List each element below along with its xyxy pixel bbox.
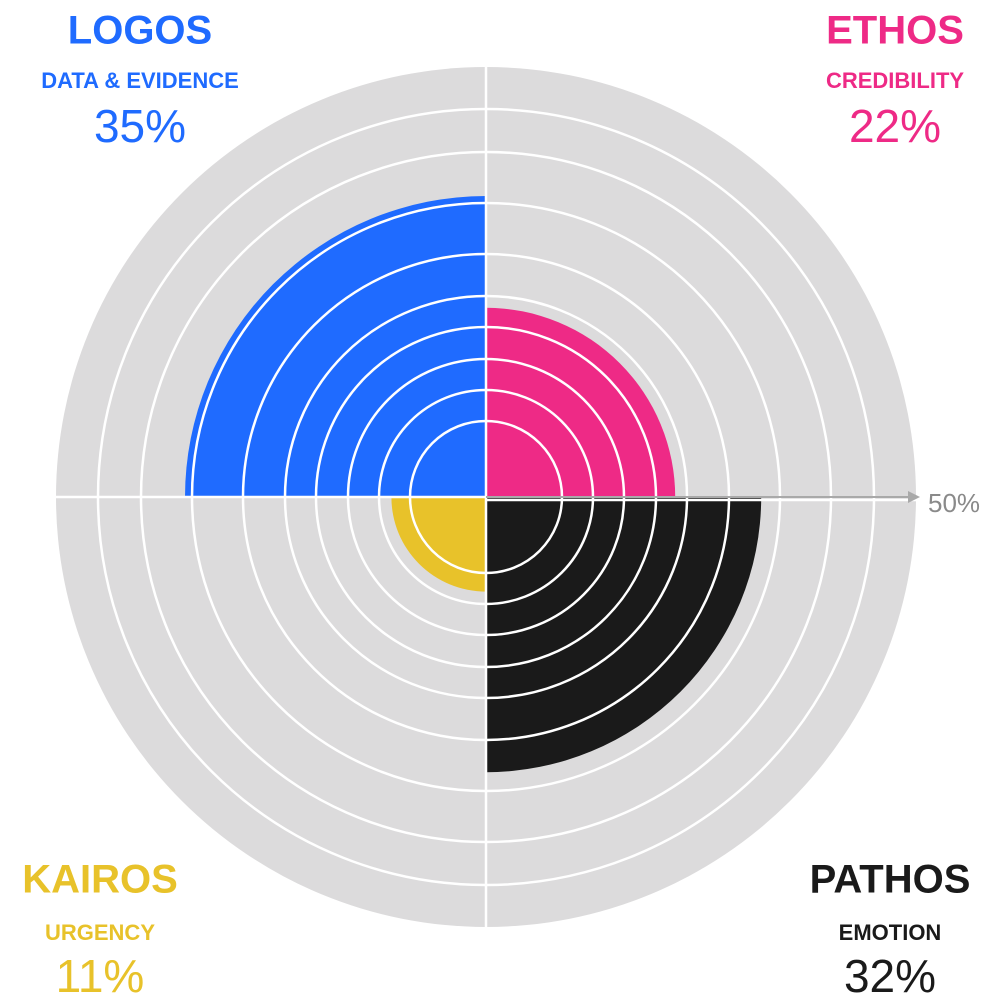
axis-arrow bbox=[908, 491, 920, 503]
category-subtitle: DATA & EVIDENCE bbox=[41, 68, 239, 93]
wedge bbox=[391, 497, 486, 592]
category-subtitle: CREDIBILITY bbox=[826, 68, 964, 93]
category-label: PATHOS bbox=[810, 858, 971, 902]
value-label: 22% bbox=[849, 100, 941, 152]
category-label: LOGOS bbox=[68, 9, 212, 53]
value-label: 35% bbox=[94, 100, 186, 152]
axis-label: 50% bbox=[928, 488, 980, 518]
category-label: KAIROS bbox=[22, 858, 178, 902]
value-label: 32% bbox=[844, 950, 936, 1002]
wedge bbox=[486, 307, 676, 497]
wedge bbox=[486, 497, 762, 773]
category-subtitle: URGENCY bbox=[45, 920, 155, 945]
value-label: 11% bbox=[56, 950, 145, 1002]
category-label: ETHOS bbox=[826, 9, 964, 53]
category-subtitle: EMOTION bbox=[839, 920, 942, 945]
